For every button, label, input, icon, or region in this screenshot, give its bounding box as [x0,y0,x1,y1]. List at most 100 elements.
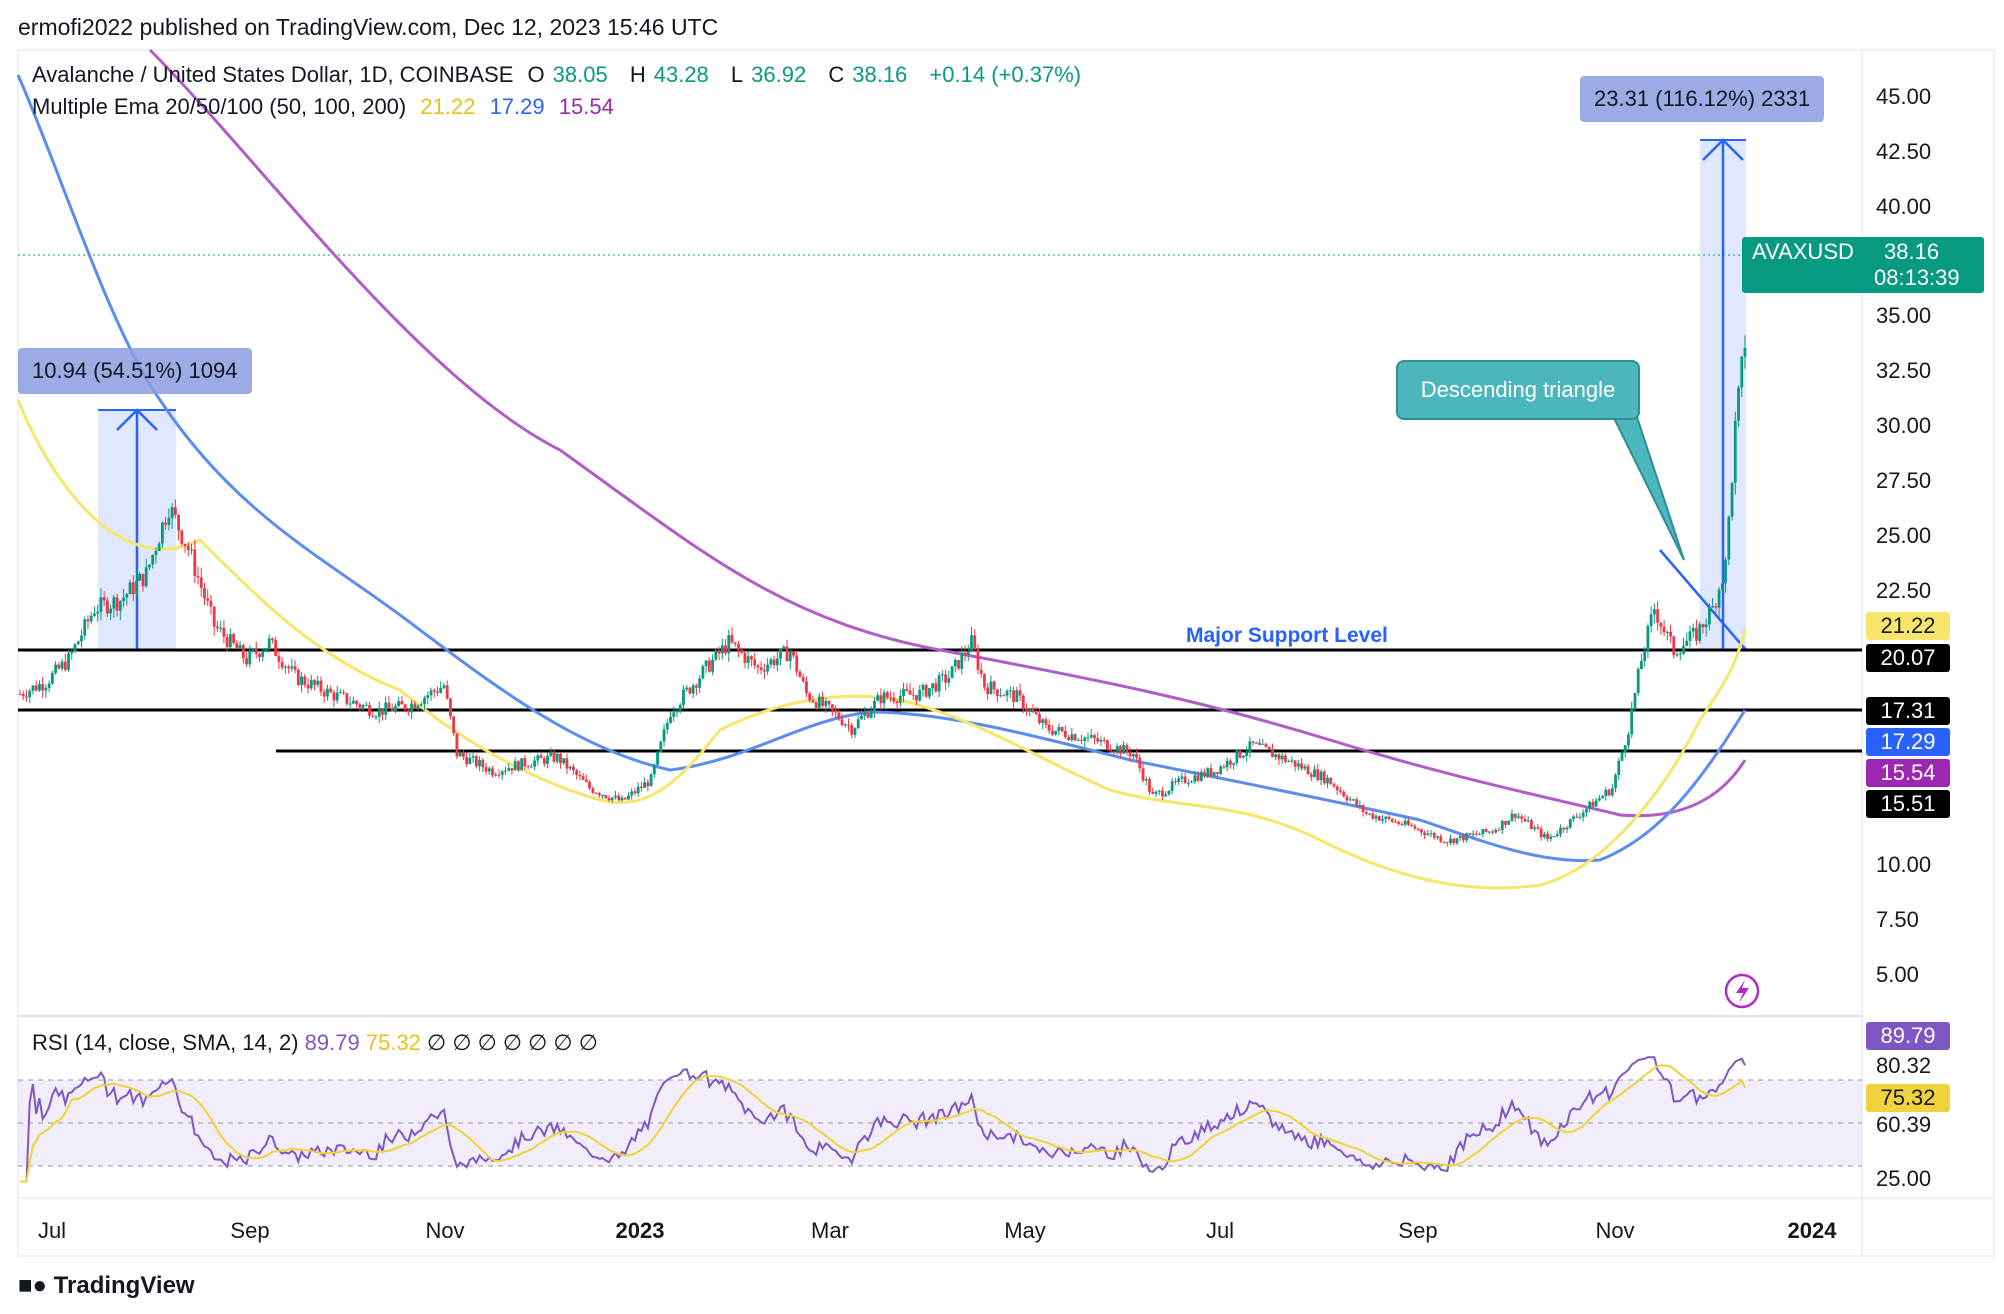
candle-body [1345,796,1349,801]
lightning-icon[interactable] [1724,973,1760,1009]
candle-body [620,797,624,801]
candle-body [1332,784,1336,787]
candle-body [60,661,64,669]
candle-body [1209,768,1213,776]
candle-body [1510,813,1514,821]
candle-body [316,680,320,685]
candle-body [157,543,161,551]
candle-body [743,652,747,663]
candle-body [1361,804,1365,813]
candle-body [183,543,187,546]
rsi-legend: RSI (14, close, SMA, 14, 2) 89.79 75.32 … [32,1030,598,1056]
candle-body [1552,836,1556,838]
symbol-name[interactable]: Avalanche / United States Dollar, 1D, CO… [32,62,514,87]
candle-body [746,656,750,663]
candle-body [351,700,355,704]
candle-body [258,653,261,658]
candle-body [565,758,569,769]
last-price: 38.16 [1884,239,1940,264]
candle-body [1225,760,1229,768]
candle-body [368,705,371,716]
candle-body [1131,753,1135,757]
tradingview-logo[interactable]: ■● TradingView [18,1272,195,1300]
candle-body [1316,769,1320,781]
candle-body [1025,709,1028,712]
candle-body [1617,760,1621,776]
candle-body [733,642,737,644]
candle-body [1358,804,1362,806]
candle-body [1348,799,1352,801]
time-axis-label: Jul [1205,1218,1235,1243]
candle-body [1141,768,1145,781]
candle-body [481,760,485,768]
candle-body [578,775,582,777]
candle-body [1517,816,1520,818]
candle-body [940,674,944,676]
candle-body [1407,820,1410,825]
candle-body [1203,771,1206,777]
rsi-title[interactable]: RSI (14, close, SMA, 14, 2) [32,1030,299,1055]
candle-body [406,710,410,713]
ema-title[interactable]: Multiple Ema 20/50/100 (50, 100, 200) [32,94,407,119]
candle-body [1562,827,1566,830]
candle-body [1368,813,1371,815]
candle-body [190,549,193,551]
candle-body [167,517,171,525]
candle-body [1733,420,1737,483]
candle-body [1115,746,1119,752]
candle-body [594,792,598,794]
candle-body [1106,740,1109,750]
candle-body [795,655,799,672]
candle-body [957,659,960,669]
rsi-sma-line [20,1064,1746,1183]
time-axis-label: Mar [811,1218,849,1243]
candle-body [419,704,423,706]
candle-body [597,793,601,796]
candle-body [18,693,22,695]
candle-body [1507,820,1511,825]
candle-body [691,685,695,694]
triangle-trendline[interactable] [1659,549,1747,651]
candle-body [193,549,197,576]
support-high-tag: 20.07 [1866,644,1950,672]
candle-body [1089,735,1093,738]
candle-body [254,649,258,654]
candle-body [885,692,889,698]
candle-body [1193,775,1197,782]
candle-body [1542,833,1546,838]
candle-body [339,692,342,694]
candle-body [47,683,51,688]
candle-body [584,779,588,782]
candle-body [847,724,850,726]
candle-body [685,687,689,690]
candle-body [484,767,488,772]
candle-body [290,666,294,669]
candle-body [539,755,543,759]
candle-body [335,692,339,701]
candle-body [555,753,559,762]
candle-body [672,712,676,717]
candle-body [1245,752,1248,756]
candle-body [1067,737,1070,740]
candle-body [436,691,439,693]
candle-body [860,715,863,720]
candle-body [1154,791,1158,794]
left-measure-label[interactable]: 10.94 (54.51%) 1094 [18,348,252,394]
candle-body [494,774,498,776]
candle-body [1688,631,1692,641]
candle-body [410,703,414,713]
candle-body [1371,813,1375,819]
candle-body [329,688,333,693]
candle-body [633,791,637,794]
candle-body [1572,816,1575,819]
candle-body [54,664,58,673]
candle-body [1222,766,1226,768]
candle-body [1481,828,1485,835]
candle-body [355,700,358,705]
descending-triangle-callout[interactable]: Descending triangle [1396,360,1640,420]
candle-body [1682,645,1685,654]
candle-body [261,651,265,658]
candle-body [1384,816,1388,819]
right-measure-label[interactable]: 23.31 (116.12%) 2331 [1580,76,1825,122]
